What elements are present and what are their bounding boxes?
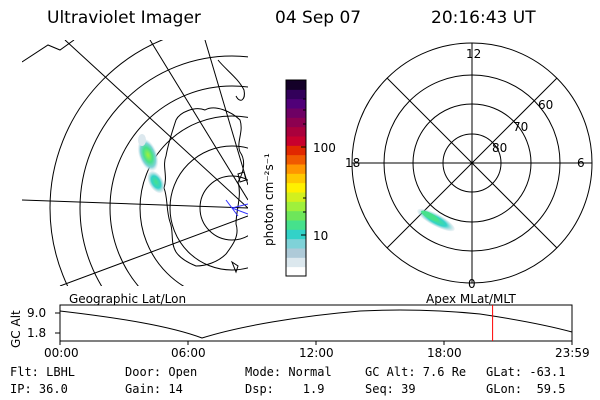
colorbar-tick-10: 10: [313, 229, 329, 243]
color-bar-segment: [286, 238, 306, 249]
polar-plot: [351, 42, 593, 284]
glat-status: GLat: -63.1: [486, 365, 566, 379]
filter-status: Flt: LBHL: [10, 365, 76, 379]
mlt-label-6: 6: [577, 156, 585, 170]
mlt-label-12: 12: [466, 47, 482, 61]
color-bar-segment: [286, 154, 306, 165]
color-bar-segment: [286, 164, 306, 174]
colorbar-unit-label: photon cm⁻²s⁻¹: [262, 153, 276, 246]
color-bar: [285, 79, 307, 277]
color-bar-segment: [286, 108, 306, 118]
color-bar-segment: [286, 266, 306, 277]
date-label: 04 Sep 07: [275, 8, 362, 28]
mlt-label-0: 0: [468, 277, 476, 291]
orbit-altitude-plot: [55, 304, 573, 345]
mlat-label-80: 80: [492, 141, 508, 155]
apex-panel-label: Apex MLat/MLT: [426, 292, 516, 306]
color-bar-segment: [286, 229, 306, 240]
color-bar-segment: [286, 201, 306, 212]
color-bar-segment: [286, 80, 306, 90]
mlat-label-60: 60: [538, 98, 554, 112]
color-bar-segment: [286, 89, 306, 100]
door-status: Door: Open: [125, 365, 198, 379]
color-bar-segment: [286, 220, 306, 230]
color-bar-outline: [285, 79, 307, 277]
mlt-label-18: 18: [345, 156, 361, 170]
time-label: 20:16:43 UT: [431, 8, 536, 28]
orbit-x-tick: 00:00: [44, 346, 79, 360]
color-bar-segment: [286, 257, 306, 268]
mlat-label-70: 70: [513, 120, 529, 134]
color-bar-ticks: [301, 98, 306, 236]
color-bar-segment: [286, 136, 306, 146]
color-bar-segment: [286, 145, 306, 156]
orbit-y-tick-low: 1.8: [27, 326, 47, 340]
color-bar-segment: [286, 210, 306, 221]
orbit-x-tick: 18:00: [427, 346, 462, 360]
orbit-x-tick: 23:59: [555, 346, 590, 360]
color-bar-segment: [286, 126, 306, 137]
color-bar-segment: [286, 192, 306, 202]
color-bar-segment: [286, 117, 306, 128]
glon-status: GLon: 59.5: [486, 382, 566, 396]
orbit-y-tick-high: 9.0: [27, 306, 47, 320]
orbit-x-tick: 06:00: [171, 346, 206, 360]
color-bar-segment: [286, 248, 306, 258]
mode-status: Mode: Normal: [245, 365, 332, 379]
orbit-x-tick: 12:00: [299, 346, 334, 360]
seq-status: Seq: 39: [365, 382, 416, 396]
orbit-axis-label: GC Alt: [9, 310, 23, 348]
geographic-panel-label: Geographic Lat/Lon: [69, 292, 187, 306]
color-bar-segment: [286, 173, 306, 184]
dsp-status: Dsp: 1.9: [245, 382, 325, 396]
app-title: Ultraviolet Imager: [47, 8, 201, 28]
colorbar-tick-100: 100: [313, 141, 336, 155]
color-bar-segment: [286, 98, 306, 109]
color-bar-segment: [286, 182, 306, 193]
geographic-map: [22, 40, 248, 286]
gain-status: Gain: 14: [125, 382, 183, 396]
gc-alt-status: GC Alt: 7.6 Re: [365, 365, 467, 379]
ip-status: IP: 36.0: [10, 382, 68, 396]
